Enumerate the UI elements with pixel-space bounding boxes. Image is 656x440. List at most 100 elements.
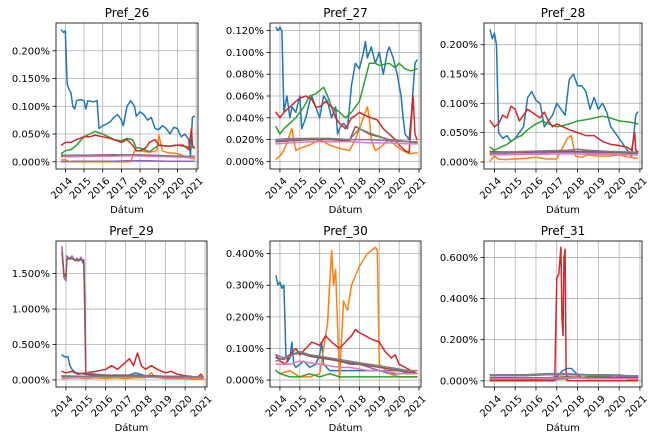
x-tick-label: 2020 [603,176,629,202]
x-axis-label: Dátum [329,422,363,434]
y-tick-label: 0.100% [12,102,50,113]
series-line-7 [60,154,196,159]
y-tick-label: 0.000% [440,376,478,387]
series-line-8 [275,350,418,372]
series-line-3 [60,130,196,155]
series-line-1 [60,29,196,157]
x-tick-label: 2019 [582,394,608,420]
y-tick-label: 0.040% [226,113,264,124]
x-tick-label: 2018 [561,176,587,202]
y-tick-label: 0.100% [226,48,264,59]
x-tick-label: 2021 [624,176,650,202]
series-line-8 [275,127,418,143]
chart-title: Pref_26 [105,6,150,20]
x-tick-label: 2020 [169,394,195,420]
x-tick-label: 2016 [304,394,330,420]
x-tick-label: 2021 [624,394,650,420]
series-line-8 [489,148,639,154]
y-tick-label: 0.400% [226,249,264,260]
y-tick-label: 0.050% [12,130,50,141]
series-line-8 [61,374,204,378]
x-tick-label: 2019 [363,394,389,420]
y-tick-label: 0.120% [226,26,264,37]
x-axis-label: Dátum [110,204,144,216]
series-line-5 [489,373,639,378]
series-line-3 [489,115,639,151]
y-tick-label: 0.200% [440,335,478,346]
x-tick-label: 2014 [478,394,504,420]
x-tick-label: 2015 [499,394,525,420]
y-tick-label: 0.000% [12,375,50,386]
y-tick-label: 0.050% [440,128,478,139]
y-tick-label: 0.100% [226,344,264,355]
x-tick-label: 2020 [603,394,629,420]
y-tick-label: 0.200% [12,46,50,57]
y-tick-label: 0.060% [226,92,264,103]
x-tick-label: 2016 [304,176,330,202]
x-tick-label: 2015 [499,176,525,202]
y-tick-label: 0.000% [12,157,50,168]
series-line-8 [489,372,639,377]
x-tick-label: 2014 [478,176,504,202]
y-tick-label: 0.020% [226,135,264,146]
series-line-4 [60,127,196,152]
series-line-6 [489,375,639,379]
series-line-1 [275,275,418,375]
plot-frame [55,22,199,170]
chart-title: Pref_27 [323,6,368,20]
subplot-4: Pref_290.000%0.500%1.000%1.500%201420152… [12,224,215,434]
subplot-5: Pref_30 0.000% 0.100% 0.200% 0.300% 0.400% 201… [226,224,429,434]
x-tick-label: 2021 [189,394,215,420]
y-tick-label: 0.000% [226,376,264,387]
y-tick-label: 0.400% [440,294,478,305]
x-tick-label: 2019 [582,176,608,202]
x-tick-label: 2016 [520,176,546,202]
subplot-6: Pref_310.000%0.200%0.400%0.600%201420152… [440,224,650,434]
y-tick-label: 0.100% [440,99,478,110]
y-tick-label: 1.500% [12,269,50,280]
chart-title: Pref_30 [323,224,368,238]
y-tick-label: 0.000% [440,157,478,168]
x-axis-label: Dátum [546,204,580,216]
x-tick-label: 2017 [109,394,135,420]
x-tick-label: 2018 [343,394,369,420]
x-tick-label: 2020 [383,394,409,420]
x-tick-label: 2016 [90,394,116,420]
y-tick-label: 0.080% [226,70,264,81]
x-tick-label: 2017 [323,176,349,202]
x-axis-label: Dátum [115,422,149,434]
series-line-4 [489,105,639,153]
x-axis-label: Dátum [329,204,363,216]
x-tick-label: 2017 [541,176,567,202]
plot-frame [269,240,422,388]
series-line-5 [60,159,196,163]
series-line-4 [275,328,418,375]
series-line-4 [275,95,418,154]
subplot-1: Pref_260.000%0.050%0.100%0.150%0.200%201… [12,6,206,216]
y-tick-label: 0.600% [440,253,478,264]
series-line-1 [275,26,418,141]
y-tick-label: 0.500% [12,340,50,351]
x-tick-label: 2021 [403,176,429,202]
series-line-8 [60,153,196,157]
subplot-2: Pref_27 0.000% 0.020% 0.040% 0.060% 0.080% 0.1… [226,6,429,216]
y-tick-label: 1.000% [12,305,50,316]
x-tick-label: 2018 [561,394,587,420]
series-line-3 [275,62,418,135]
series-line-4 [489,246,639,382]
y-tick-label: 0.150% [440,70,478,81]
x-tick-label: 2015 [284,394,310,420]
series-line-7 [275,360,418,375]
x-tick-label: 2021 [180,176,206,202]
series-line-6 [61,251,204,378]
x-tick-label: 2014 [264,176,290,202]
series-line-7 [275,141,418,145]
x-tick-label: 2016 [520,394,546,420]
series-line-7 [489,376,639,380]
plot-frame [55,240,208,388]
x-tick-label: 2015 [70,394,96,420]
y-tick-label: 0.000% [226,157,264,168]
chart-title: Pref_29 [109,224,154,238]
x-tick-label: 2018 [343,176,369,202]
plot-frame [483,22,643,170]
